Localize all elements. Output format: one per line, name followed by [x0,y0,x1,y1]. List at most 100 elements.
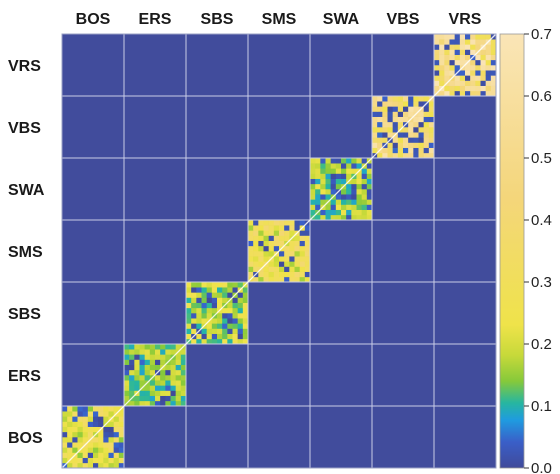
heatmap-cell [325,194,331,200]
heatmap-cell [227,323,233,329]
heatmap-cell [180,364,187,371]
heatmap-cell [144,390,151,396]
heatmap-cell [129,375,135,381]
heatmap-cell [434,59,440,66]
heatmap-cell [490,49,497,55]
heatmap-cell [454,34,461,40]
heatmap-cell [134,369,140,376]
heatmap-cell [490,85,497,92]
heatmap-cell [165,390,171,396]
heatmap-cell [470,90,476,97]
heatmap-cell [459,39,466,45]
heatmap-cell [439,44,445,50]
heatmap-cell [263,230,269,236]
heatmap-cell [237,338,244,345]
heatmap-cell [315,183,321,190]
heatmap-cell [222,328,228,334]
heatmap-cell [149,354,156,360]
heatmap-cell [289,225,295,231]
heatmap-cell [242,313,249,319]
heatmap-cell [392,111,399,117]
heatmap-cell [253,266,259,272]
heatmap-cell [72,406,78,412]
heatmap-cell [93,411,99,417]
heatmap-cell [304,245,311,252]
heatmap-cell [335,158,342,164]
heatmap-cell [155,359,161,365]
heatmap-cell [217,333,223,340]
heatmap-cell [485,70,492,76]
heatmap-cell [77,437,83,443]
heatmap-cell [304,251,311,257]
heatmap-cell [232,297,238,303]
heatmap-cell [253,245,259,252]
heatmap-cell [325,163,331,169]
heatmap-cell [103,426,109,433]
heatmap-cell [149,359,156,365]
heatmap-cell [134,359,140,365]
heatmap-cell [134,385,140,391]
heatmap-cell [113,437,120,443]
heatmap-cell [294,256,300,262]
heatmap-cell [372,116,378,123]
heatmap-cell [149,344,156,350]
y-tick-label: SWA [8,182,45,199]
heatmap-cell [465,34,471,40]
heatmap-cell [232,287,238,293]
heatmap-cell [413,147,419,154]
heatmap-cell [175,369,182,376]
heatmap-cell [315,204,321,210]
heatmap-cell [294,235,300,241]
heatmap-cell [377,111,383,117]
heatmap-cell [403,127,409,133]
heatmap-cell [366,194,373,200]
heatmap-cell [155,344,161,350]
heatmap-cell [258,225,264,231]
heatmap-cell [465,44,471,50]
heatmap-cell [434,85,440,92]
heatmap-cell [87,457,94,464]
heatmap-cell [237,282,244,288]
heatmap-cell [439,90,445,97]
heatmap-cell [408,121,414,128]
heatmap-cell [304,235,311,241]
heatmap-cell [232,323,238,329]
heatmap-cell [279,251,285,257]
heatmap-cell [475,75,481,81]
heatmap-cell [98,411,104,417]
heatmap-cell [418,152,424,159]
heatmap-cell [418,96,424,102]
heatmap-cell [211,333,218,340]
heatmap-cell [346,173,352,179]
heatmap-cell [377,101,383,107]
heatmap-cell [113,431,120,438]
heatmap-cell [98,431,104,438]
heatmap-cell [165,375,171,381]
heatmap-cell [134,395,140,402]
heatmap-cell [459,44,466,50]
heatmap-cell [413,96,419,102]
heatmap-cell [465,85,471,92]
heatmap-cell [377,152,383,159]
heatmap-cell [341,189,347,195]
heatmap-cell [413,137,419,143]
heatmap-cell [315,189,321,195]
heatmap-cell [346,204,352,210]
heatmap-cell [475,39,481,45]
heatmap-cell [341,214,347,221]
heatmap-cell [387,121,393,128]
heatmap-cell [485,44,492,50]
heatmap-cell [289,245,295,252]
heatmap-cell [304,240,311,247]
heatmap-cell [325,178,331,185]
heatmap-cell [361,194,368,200]
heatmap-cell [134,349,140,355]
heatmap-cell [397,106,404,112]
heatmap-cell [320,158,326,164]
heatmap-cell [77,431,83,438]
heatmap-cell [351,214,357,221]
heatmap-cell [149,390,156,396]
x-tick-label: SMS [262,11,297,28]
heatmap-cell [155,390,161,396]
heatmap-cell [201,292,207,298]
